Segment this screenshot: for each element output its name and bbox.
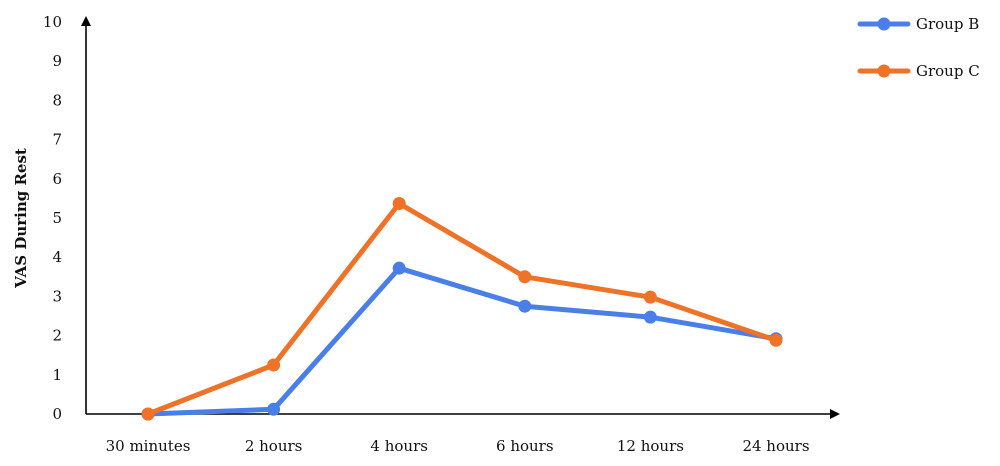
y-tick-label: 10 — [43, 13, 62, 31]
data-point — [392, 196, 406, 210]
y-axis-ticks: 0 1 2 3 4 5 6 7 8 9 10 — [43, 13, 62, 423]
y-tick-label: 0 — [52, 405, 62, 423]
data-point — [141, 407, 155, 421]
legend-item: Group C — [857, 62, 980, 80]
legend-label: Group C — [916, 62, 980, 80]
series-line — [145, 265, 779, 417]
y-tick-label: 9 — [52, 52, 62, 70]
x-axis-ticks: 30 minutes 2 hours 4 hours 6 hours 12 hours 2… — [106, 437, 810, 455]
legend-label: Group B — [916, 15, 979, 33]
legend-item: Group B — [857, 15, 979, 33]
x-tick-label: 4 hours — [370, 437, 428, 455]
x-tick-label: 6 hours — [496, 437, 554, 455]
data-point — [392, 261, 406, 275]
x-tick-label: 30 minutes — [106, 437, 191, 455]
axes — [81, 16, 840, 419]
series-group-c — [141, 196, 783, 421]
x-tick-label: 2 hours — [245, 437, 303, 455]
legend-marker — [877, 17, 891, 31]
series-line — [145, 200, 779, 417]
data-point — [643, 290, 657, 304]
legend: Group B Group C — [857, 15, 980, 80]
y-tick-label: 6 — [52, 170, 62, 188]
data-point — [518, 270, 532, 284]
data-point — [267, 402, 281, 416]
y-tick-label: 8 — [52, 91, 62, 109]
y-tick-label: 1 — [52, 366, 62, 384]
data-point — [267, 358, 281, 372]
series-group — [141, 196, 783, 421]
x-tick-label: 12 hours — [617, 437, 684, 455]
y-tick-label: 4 — [52, 248, 62, 266]
y-tick-label: 3 — [52, 287, 62, 305]
x-tick-label: 24 hours — [742, 437, 809, 455]
data-point — [769, 333, 783, 347]
y-tick-label: 7 — [52, 131, 62, 149]
data-point — [518, 299, 532, 313]
legend-marker — [877, 64, 891, 78]
y-tick-label: 5 — [52, 209, 62, 227]
series-group-b — [141, 261, 783, 421]
y-tick-label: 2 — [52, 327, 62, 345]
data-point — [643, 310, 657, 324]
y-axis-label: VAS During Rest — [12, 148, 30, 289]
